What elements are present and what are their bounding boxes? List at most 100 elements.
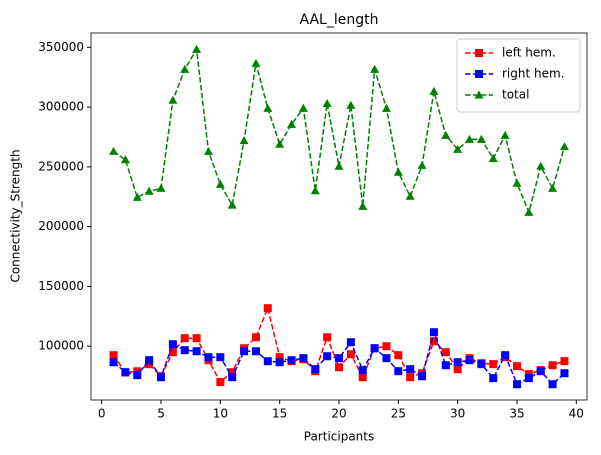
marker xyxy=(548,380,557,389)
marker xyxy=(204,353,213,362)
marker xyxy=(548,361,557,370)
y-tick-label: 300000 xyxy=(38,100,84,114)
marker xyxy=(275,353,284,362)
marker xyxy=(394,351,403,360)
marker xyxy=(275,139,285,148)
marker xyxy=(168,340,177,349)
marker xyxy=(109,358,118,367)
marker xyxy=(298,103,308,112)
marker xyxy=(133,371,142,380)
marker xyxy=(323,352,332,361)
chart-title: AAL_length xyxy=(300,12,379,28)
marker xyxy=(228,368,237,377)
legend-label: left hem. xyxy=(502,46,556,60)
marker xyxy=(144,186,154,195)
marker xyxy=(215,179,225,188)
marker xyxy=(418,372,427,381)
marker xyxy=(346,100,356,109)
marker xyxy=(121,368,130,377)
marker xyxy=(559,142,569,151)
marker xyxy=(501,351,510,360)
marker xyxy=(180,346,189,355)
marker xyxy=(512,178,522,187)
marker xyxy=(203,146,213,155)
x-tick-label: 0 xyxy=(98,407,106,421)
marker xyxy=(322,99,332,108)
legend-label: total xyxy=(502,88,529,102)
marker xyxy=(251,333,260,342)
marker xyxy=(227,200,237,209)
marker xyxy=(512,362,521,371)
marker xyxy=(465,356,474,365)
x-tick-label: 35 xyxy=(509,407,524,421)
marker xyxy=(132,192,142,201)
marker xyxy=(548,183,558,192)
marker xyxy=(192,347,201,356)
marker xyxy=(287,356,296,365)
y-tick-label: 150000 xyxy=(38,279,84,293)
marker xyxy=(287,119,297,128)
x-tick-label: 15 xyxy=(272,407,287,421)
marker xyxy=(441,361,450,370)
legend-box xyxy=(456,38,581,113)
marker xyxy=(405,191,415,200)
marker xyxy=(192,44,202,53)
marker xyxy=(120,155,130,164)
marker xyxy=(429,337,438,346)
marker xyxy=(489,374,498,383)
x-axis-label: Participants xyxy=(304,430,375,444)
marker xyxy=(465,134,475,143)
marker xyxy=(109,351,118,360)
marker xyxy=(299,354,308,363)
marker xyxy=(370,64,380,73)
marker xyxy=(168,348,177,357)
marker xyxy=(382,342,391,351)
marker xyxy=(358,373,367,382)
marker xyxy=(429,328,438,337)
marker xyxy=(381,103,391,112)
x-tick-label: 10 xyxy=(213,407,228,421)
marker xyxy=(145,356,154,365)
marker xyxy=(560,369,569,378)
y-axis-label: Connectivity_Strength xyxy=(9,149,23,282)
marker xyxy=(239,136,249,145)
marker xyxy=(406,365,415,374)
marker xyxy=(453,365,462,374)
marker xyxy=(476,134,486,143)
marker xyxy=(346,350,355,359)
marker xyxy=(192,334,201,343)
marker xyxy=(512,380,521,389)
marker xyxy=(358,201,368,210)
marker xyxy=(275,358,284,367)
marker xyxy=(536,367,545,376)
marker xyxy=(475,49,483,57)
marker xyxy=(441,348,450,357)
marker xyxy=(216,353,225,362)
legend: left hem. right hem. total xyxy=(456,38,581,113)
legend-label: right hem. xyxy=(502,67,565,81)
marker xyxy=(477,360,486,369)
marker xyxy=(475,70,483,78)
marker xyxy=(334,161,344,170)
axes-frame xyxy=(90,32,588,401)
marker xyxy=(358,366,367,375)
marker xyxy=(560,357,569,366)
marker xyxy=(335,354,343,363)
marker xyxy=(500,130,510,139)
marker xyxy=(180,64,190,73)
y-tick-label: 200000 xyxy=(38,219,84,233)
marker xyxy=(453,144,463,153)
marker xyxy=(240,347,249,356)
x-tick-label: 25 xyxy=(391,407,406,421)
marker xyxy=(394,367,403,376)
marker xyxy=(180,334,189,343)
marker xyxy=(335,363,343,372)
marker xyxy=(474,90,484,99)
marker xyxy=(406,373,415,382)
x-tick-label: 20 xyxy=(331,407,346,421)
marker xyxy=(524,207,534,216)
marker xyxy=(216,378,225,387)
marker xyxy=(323,333,332,342)
marker xyxy=(346,338,355,347)
